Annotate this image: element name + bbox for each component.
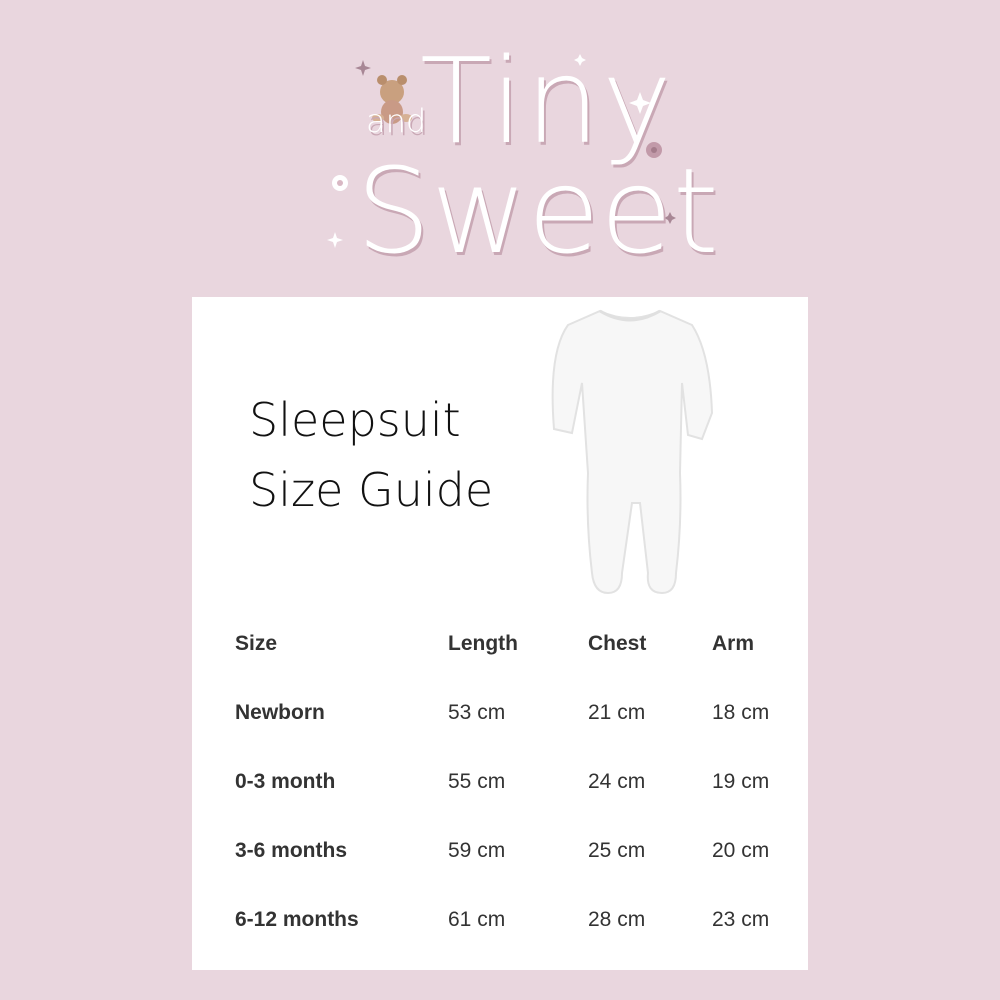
flower-icon — [332, 175, 348, 191]
cell-size: 6-12 months — [235, 908, 359, 931]
title-line: Sleepsuit — [249, 393, 461, 447]
cell-chest: 28 cm — [588, 908, 646, 931]
cell-length: 53 cm — [448, 701, 506, 724]
size-guide-card: Sleepsuit Size Guide Size Length Chest A… — [192, 297, 808, 970]
cell-size: 3-6 months — [235, 839, 348, 862]
guide-title: Sleepsuit Size Guide — [249, 385, 493, 525]
teddy-bear-icon — [372, 75, 412, 124]
cell-arm: 19 cm — [712, 770, 770, 793]
logo-word-tiny: Tiny — [420, 32, 674, 170]
title-line: Size Guide — [249, 463, 494, 517]
logo-word-sweet: Sweet — [356, 142, 719, 280]
cell-length: 61 cm — [448, 908, 506, 931]
cell-arm: 23 cm — [712, 908, 770, 931]
header-length: Length — [448, 632, 518, 655]
brand-logo: Tiny and Sweet — [320, 32, 719, 280]
header-size: Size — [235, 632, 278, 655]
cell-chest: 24 cm — [588, 770, 646, 793]
cell-size: 0-3 month — [235, 770, 336, 793]
sparkle-icons — [327, 54, 651, 248]
cell-chest: 25 cm — [588, 839, 646, 862]
header-chest: Chest — [588, 632, 647, 655]
cell-arm: 20 cm — [712, 839, 770, 862]
logo-word-and: and — [366, 102, 427, 140]
cell-chest: 21 cm — [588, 701, 646, 724]
cell-length: 59 cm — [448, 839, 506, 862]
cell-length: 55 cm — [448, 770, 506, 793]
cell-size: Newborn — [235, 701, 325, 724]
header-arm: Arm — [712, 632, 755, 655]
flower-icon — [646, 142, 662, 158]
sleepsuit-image — [551, 309, 714, 595]
cell-arm: 18 cm — [712, 701, 770, 724]
logo-decorations — [327, 54, 676, 248]
